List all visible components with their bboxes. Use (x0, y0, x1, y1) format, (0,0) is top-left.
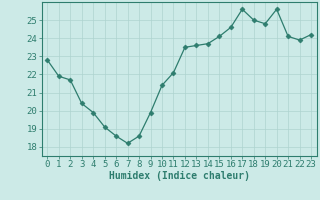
X-axis label: Humidex (Indice chaleur): Humidex (Indice chaleur) (109, 171, 250, 181)
